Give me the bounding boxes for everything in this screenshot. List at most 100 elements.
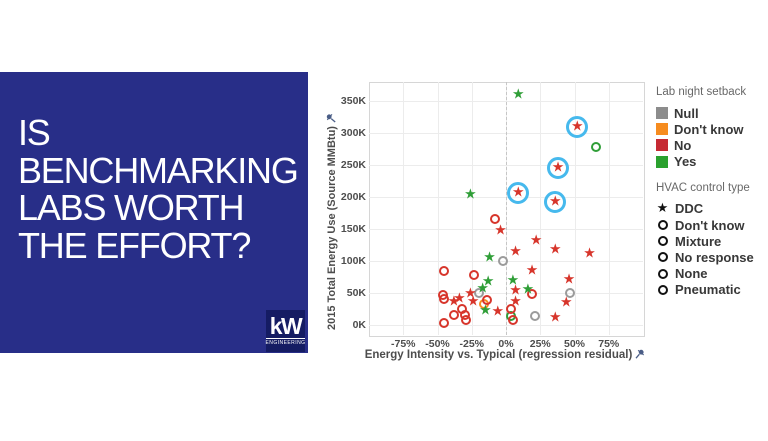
kw-engineering-logo: kW ENGINEERING (265, 310, 306, 352)
data-point-circle[interactable] (439, 317, 450, 328)
gridline-vertical (540, 82, 542, 335)
legend-item-no[interactable]: No (656, 137, 754, 153)
data-point-star[interactable]: ★ (525, 262, 539, 279)
slide-title-line: LABS WORTH (18, 187, 245, 228)
data-point-star[interactable]: ★ (447, 293, 461, 310)
data-point-star[interactable]: ★ (549, 193, 562, 210)
legend-item-label: DDC (675, 201, 704, 217)
data-point-star[interactable]: ★ (512, 184, 525, 201)
data-point-circle[interactable] (490, 214, 501, 225)
legend-group-title: HVAC control type (656, 181, 750, 194)
data-point-star[interactable]: ★ (509, 243, 522, 260)
y-tick-label: 300K (340, 126, 366, 139)
data-point-circle[interactable] (529, 311, 540, 322)
data-point-star[interactable]: ★ (549, 241, 562, 258)
legend-color-swatch (656, 139, 668, 152)
legend-item-yes[interactable]: Yes (656, 154, 754, 170)
slide-title-line: THE EFFORT? (18, 224, 251, 266)
pin-icon[interactable] (635, 349, 645, 359)
y-tick-label: 350K (340, 94, 366, 107)
x-axis-title: Energy Intensity vs. Typical (regression… (355, 349, 655, 361)
data-point-star[interactable]: ★ (453, 290, 466, 307)
data-point-star[interactable]: ★ (483, 249, 496, 266)
legend-item-label: No (674, 137, 692, 153)
data-point-circle[interactable] (481, 294, 492, 305)
data-point-circle[interactable] (448, 310, 459, 321)
legend-item-label: Don't know (675, 217, 745, 233)
y-tick-label: 200K (340, 190, 366, 203)
y-tick-label: 250K (340, 158, 366, 171)
legend-item-don-t-know[interactable]: Don't know (656, 217, 754, 233)
logo-engineering-text: ENGINEERING (265, 338, 306, 346)
pin-icon[interactable] (326, 113, 336, 123)
legend-item-don-t-know[interactable]: Don't know (656, 121, 754, 137)
data-point-star[interactable]: ★ (479, 302, 492, 319)
data-point-circle[interactable] (469, 269, 480, 280)
legend-item-no-response[interactable]: No response (656, 249, 754, 265)
zero-reference-line (506, 82, 507, 335)
data-point-star[interactable]: ★ (506, 272, 520, 289)
legend: Lab night setback Null Don't know No Yes HVAC… (656, 86, 754, 298)
data-point-star[interactable]: ★ (512, 86, 525, 103)
data-point-star[interactable]: ★ (476, 280, 489, 297)
slide-title-line: IS (18, 112, 51, 153)
data-point-circle[interactable] (507, 315, 518, 326)
x-tick-label: 0% (498, 338, 514, 350)
data-point-star[interactable]: ★ (521, 281, 535, 298)
data-point-star[interactable]: ★ (494, 222, 507, 239)
legend-item-label: No response (675, 249, 754, 265)
circle-icon (657, 284, 668, 295)
legend-color-swatch (656, 123, 668, 136)
data-point-star[interactable]: ★ (549, 309, 562, 326)
data-point-circle[interactable] (439, 294, 450, 305)
data-point-star[interactable]: ★ (481, 274, 495, 291)
data-point-circle[interactable] (527, 289, 538, 299)
data-point-star[interactable]: ★ (464, 285, 477, 302)
legend-item-mixture[interactable]: Mixture (656, 233, 754, 249)
data-point-circle[interactable] (506, 304, 517, 315)
legend-item-label: Don't know (674, 121, 744, 137)
gridline-vertical (471, 82, 473, 335)
data-point-circle[interactable] (498, 255, 509, 266)
data-point-star[interactable]: ★ (466, 293, 480, 310)
y-tick-label: 100K (340, 254, 366, 267)
legend-item-label: Yes (674, 154, 697, 170)
data-point-star[interactable]: ★ (491, 303, 505, 320)
data-point-circle[interactable] (473, 287, 484, 298)
data-point-star[interactable]: ★ (464, 186, 477, 203)
title-box: IS BENCHMARKING LABS WORTH THE EFFORT? k… (0, 72, 308, 353)
legend-group-title: Lab night setback (656, 86, 747, 98)
legend-item-label: Pneumatic (675, 282, 741, 298)
data-point-star[interactable]: ★ (559, 294, 573, 311)
data-point-star[interactable]: ★ (551, 160, 565, 177)
legend-item-none[interactable]: None (656, 266, 754, 282)
y-tick-label: 150K (340, 222, 366, 235)
data-point-circle[interactable] (591, 142, 602, 153)
data-point-star[interactable]: ★ (570, 118, 584, 135)
legend-color-swatch (656, 155, 668, 168)
slide-title: IS BENCHMARKING LABS WORTH THE EFFORT? (18, 112, 299, 266)
data-point-star[interactable]: ★ (509, 293, 522, 310)
legend-item-label: Mixture (675, 233, 722, 249)
data-point-circle[interactable] (565, 288, 576, 299)
data-point-star[interactable]: ★ (509, 283, 522, 300)
legend-item-pneumatic[interactable]: Pneumatic (656, 282, 754, 298)
data-point-star[interactable]: ★ (583, 246, 596, 263)
legend-item-label: Null (674, 105, 699, 121)
gridline-vertical (574, 82, 576, 335)
legend-item-null[interactable]: Null (656, 105, 754, 121)
data-point-star[interactable]: ★ (529, 232, 543, 249)
legend-item-ddc[interactable]: ★ DDC (656, 201, 754, 217)
legend-color-swatch (656, 107, 668, 120)
data-point-circle[interactable] (439, 265, 450, 276)
star-icon: ★ (656, 201, 669, 217)
data-point-circle[interactable] (461, 314, 472, 325)
slide-title-line: BENCHMARKING (18, 149, 299, 191)
logo-kw-text: kW (269, 313, 303, 339)
x-tick-label: 75% (598, 338, 620, 350)
legend-item-label: None (675, 266, 708, 282)
gridline-vertical (608, 82, 610, 335)
data-point-star[interactable]: ★ (562, 271, 576, 288)
y-axis-title-text: 2015 Total Energy Use (Source MMBtu) (326, 126, 338, 330)
